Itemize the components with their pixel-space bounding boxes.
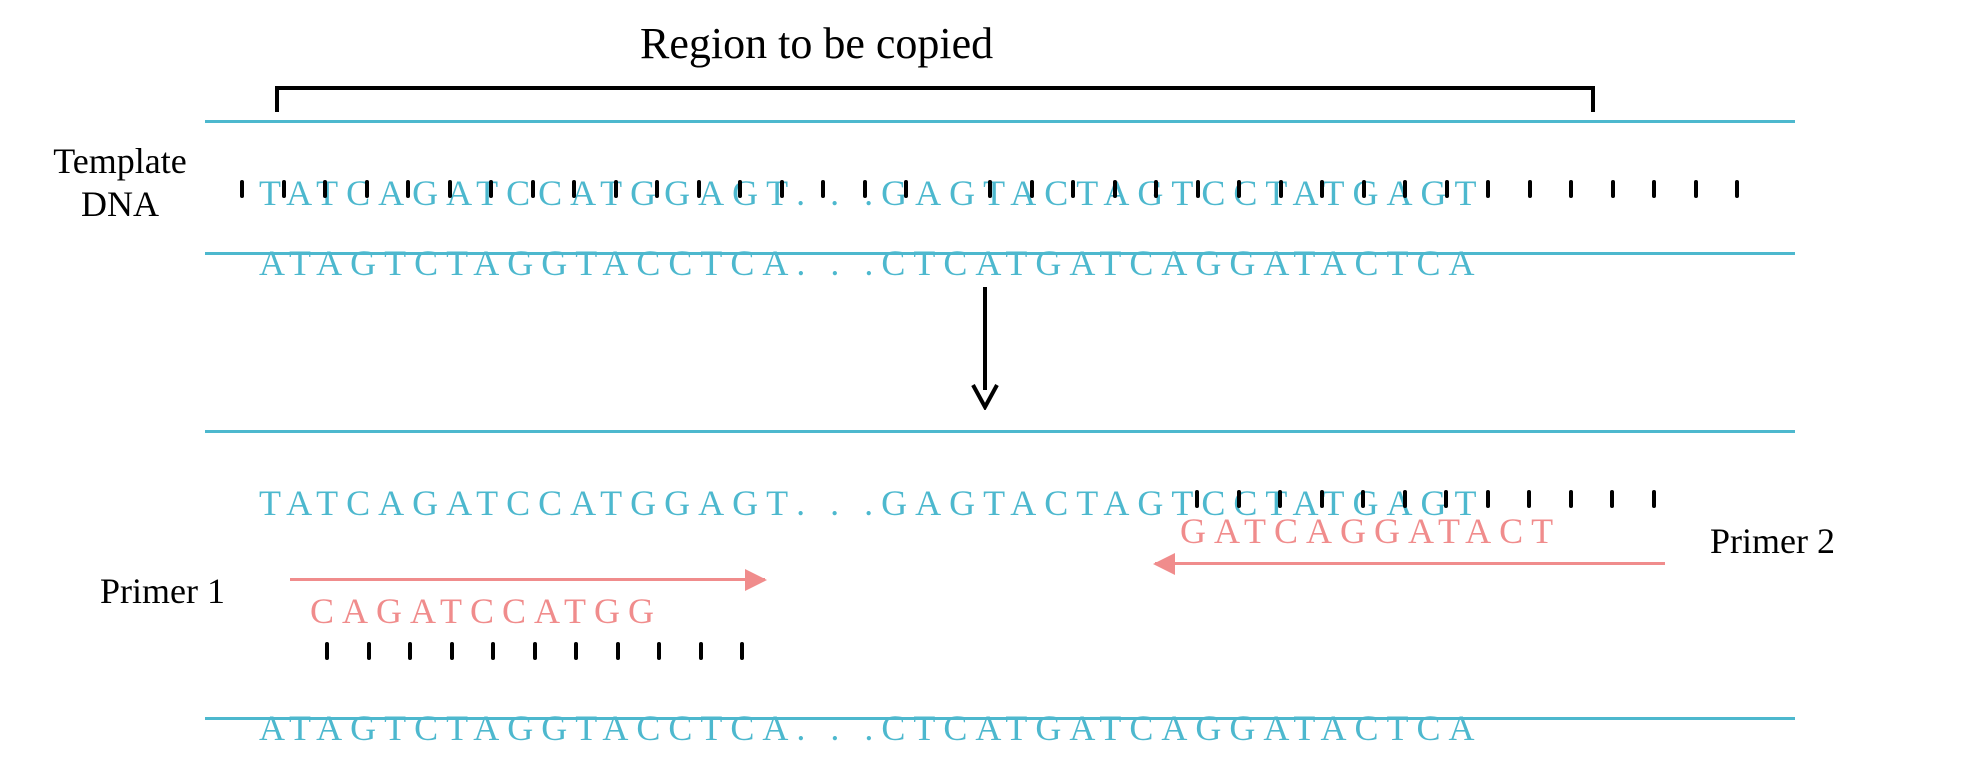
- split-top-dots: . . .: [796, 482, 881, 524]
- template-top-line: [205, 120, 1795, 123]
- bond-row-primer1: [325, 642, 782, 660]
- primer1-label: Primer 1: [100, 570, 225, 613]
- template-dna-label: Template DNA: [35, 140, 205, 226]
- primer1-seq: CAGATCCATGG: [310, 590, 662, 632]
- template-bot-left: ATAGTCTAGGTACCTCA: [259, 242, 796, 284]
- split-bot-left: ATAGTCTAGGTACCTCA: [259, 707, 796, 749]
- template-bot-line: [205, 252, 1795, 255]
- split-top-left: TATCAGATCCATGGAGT: [259, 482, 796, 524]
- region-bracket: [275, 82, 1595, 114]
- template-label-line2: DNA: [81, 184, 159, 224]
- template-bot-seq: ATAGTCTAGGTACCTCA. . .CTCATGATCAGGATACTC…: [225, 200, 1482, 284]
- bond-row-primer2: [1195, 490, 1693, 508]
- split-bot-dots: . . .: [796, 707, 881, 749]
- primer2-seq: GATCAGGATACT: [1180, 510, 1561, 552]
- split-bot-seq: ATAGTCTAGGTACCTCA. . .CTCATGATCAGGATACTC…: [225, 665, 1482, 749]
- bond-row-top-right: [988, 180, 1777, 198]
- split-bot-line: [205, 717, 1795, 720]
- template-bot-dots: . . .: [796, 242, 881, 284]
- bond-row-top-left: [240, 180, 946, 198]
- split-bot-right: CTCATGATCAGGATACTCA: [881, 707, 1482, 749]
- split-top-line: [205, 430, 1795, 433]
- region-title: Region to be copied: [640, 18, 993, 69]
- primer2-label: Primer 2: [1710, 520, 1835, 563]
- template-label-line1: Template: [53, 141, 186, 181]
- template-bot-right: CTCATGATCAGGATACTCA: [881, 242, 1482, 284]
- primer2-arrow: [1155, 562, 1665, 565]
- arrow-down-icon: [970, 285, 1000, 410]
- primer1-arrow: [290, 578, 765, 581]
